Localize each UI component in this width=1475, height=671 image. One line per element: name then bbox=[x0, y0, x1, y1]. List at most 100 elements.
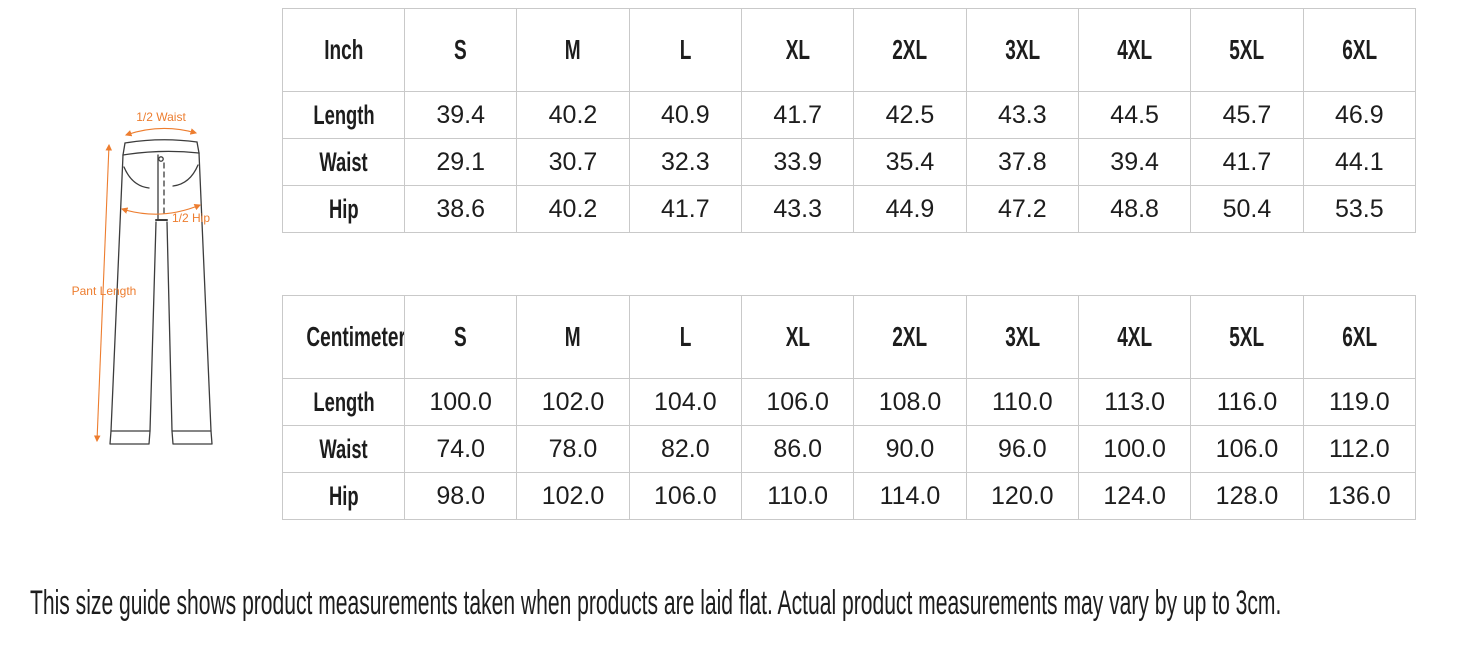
size-value-cell: 33.9 bbox=[740, 138, 855, 186]
size-value-cell: 82.0 bbox=[628, 425, 742, 473]
size-value-cell: 50.4 bbox=[1190, 185, 1304, 233]
left-pocket-curve bbox=[123, 166, 150, 189]
centimeter-size-table: Centimeter S M L XL 2XL 3XL 4XL 5XL 6XL … bbox=[282, 295, 1417, 520]
size-value-cell: 41.7 bbox=[628, 185, 742, 233]
row-label: Hip bbox=[282, 472, 405, 520]
centimeter-header-row: Centimeter S M L XL 2XL 3XL 4XL 5XL 6XL bbox=[282, 295, 1417, 379]
waist-arrow-icon bbox=[124, 127, 198, 137]
size-guide-note: This size guide shows product measuremen… bbox=[30, 584, 1282, 622]
size-value-cell: 108.0 bbox=[853, 378, 967, 426]
size-value-cell: 86.0 bbox=[740, 425, 855, 473]
size-value-cell: 42.5 bbox=[853, 91, 967, 139]
row-label: Length bbox=[282, 91, 405, 139]
size-value-cell: 116.0 bbox=[1190, 378, 1304, 426]
size-value-cell: 41.7 bbox=[1190, 138, 1304, 186]
size-value-cell: 110.0 bbox=[740, 472, 855, 520]
size-value-cell: 113.0 bbox=[1077, 378, 1192, 426]
size-value-cell: 106.0 bbox=[628, 472, 742, 520]
size-value-cell: 47.2 bbox=[965, 185, 1079, 233]
size-value-cell: 40.2 bbox=[516, 185, 630, 233]
size-header-5xl: 5XL bbox=[1190, 295, 1304, 379]
pants-diagram-svg: 1/2 Waist 1/2 Hip Pant Length bbox=[72, 110, 213, 445]
size-value-cell: 38.6 bbox=[403, 185, 518, 233]
size-value-cell: 100.0 bbox=[1077, 425, 1192, 473]
row-label: Waist bbox=[282, 138, 405, 186]
size-value-cell: 106.0 bbox=[1190, 425, 1304, 473]
size-header-l: L bbox=[628, 295, 742, 379]
size-value-cell: 98.0 bbox=[403, 472, 518, 520]
size-value-cell: 106.0 bbox=[740, 378, 855, 426]
size-header-3xl: 3XL bbox=[965, 295, 1079, 379]
size-value-cell: 41.7 bbox=[740, 91, 855, 139]
size-header-6xl: 6XL bbox=[1302, 8, 1417, 92]
right-pocket-curve bbox=[172, 164, 199, 187]
size-value-cell: 44.5 bbox=[1077, 91, 1192, 139]
right-leg bbox=[166, 152, 212, 432]
size-value-cell: 102.0 bbox=[516, 472, 630, 520]
size-value-cell: 90.0 bbox=[853, 425, 967, 473]
size-value-cell: 43.3 bbox=[740, 185, 855, 233]
table-row-hip: Hip 98.0 102.0 106.0 110.0 114.0 120.0 1… bbox=[282, 472, 1417, 520]
size-value-cell: 124.0 bbox=[1077, 472, 1192, 520]
size-value-cell: 40.9 bbox=[628, 91, 742, 139]
pant-length-label: Pant Length bbox=[72, 284, 137, 298]
size-value-cell: 45.7 bbox=[1190, 91, 1304, 139]
size-value-cell: 102.0 bbox=[516, 378, 630, 426]
table-row-waist: Waist 74.0 78.0 82.0 86.0 90.0 96.0 100.… bbox=[282, 425, 1417, 473]
size-header-s: S bbox=[403, 295, 518, 379]
unit-header-centimeter: Centimeter bbox=[282, 295, 405, 379]
size-value-cell: 39.4 bbox=[1077, 138, 1192, 186]
measurement-labels: 1/2 Waist 1/2 Hip Pant Length bbox=[72, 110, 211, 298]
size-header-xl: XL bbox=[740, 8, 855, 92]
size-header-5xl: 5XL bbox=[1190, 8, 1304, 92]
row-label: Hip bbox=[282, 185, 405, 233]
left-leg bbox=[110, 154, 157, 432]
size-value-cell: 46.9 bbox=[1302, 91, 1417, 139]
size-header-6xl: 6XL bbox=[1302, 295, 1417, 379]
waistband-top bbox=[124, 139, 198, 144]
size-value-cell: 110.0 bbox=[965, 378, 1079, 426]
size-value-cell: 30.7 bbox=[516, 138, 630, 186]
button-icon bbox=[158, 156, 164, 162]
table-row-hip: Hip 38.6 40.2 41.7 43.3 44.9 47.2 48.8 5… bbox=[282, 185, 1417, 233]
size-value-cell: 119.0 bbox=[1302, 378, 1417, 426]
inch-header-row: Inch S M L XL 2XL 3XL 4XL 5XL 6XL bbox=[282, 8, 1417, 92]
size-value-cell: 96.0 bbox=[965, 425, 1079, 473]
table-row-length: Length 100.0 102.0 104.0 106.0 108.0 110… bbox=[282, 378, 1417, 426]
size-value-cell: 44.1 bbox=[1302, 138, 1417, 186]
size-value-cell: 43.3 bbox=[965, 91, 1079, 139]
size-value-cell: 112.0 bbox=[1302, 425, 1417, 473]
pants-outline bbox=[109, 139, 213, 445]
row-label: Length bbox=[282, 378, 405, 426]
size-header-m: M bbox=[516, 295, 630, 379]
size-value-cell: 136.0 bbox=[1302, 472, 1417, 520]
size-header-s: S bbox=[403, 8, 518, 92]
length-arrow-icon bbox=[93, 143, 113, 443]
size-header-m: M bbox=[516, 8, 630, 92]
size-value-cell: 100.0 bbox=[403, 378, 518, 426]
row-label: Waist bbox=[282, 425, 405, 473]
size-header-4xl: 4XL bbox=[1077, 8, 1192, 92]
hip-arrow-icon bbox=[120, 204, 202, 215]
size-value-cell: 78.0 bbox=[516, 425, 630, 473]
size-value-cell: 128.0 bbox=[1190, 472, 1304, 520]
half-hip-label: 1/2 Hip bbox=[172, 211, 210, 225]
size-header-4xl: 4XL bbox=[1077, 295, 1192, 379]
size-header-xl: XL bbox=[740, 295, 855, 379]
size-value-cell: 40.2 bbox=[516, 91, 630, 139]
table-row-length: Length 39.4 40.2 40.9 41.7 42.5 43.3 44.… bbox=[282, 91, 1417, 139]
size-value-cell: 48.8 bbox=[1077, 185, 1192, 233]
size-value-cell: 32.3 bbox=[628, 138, 742, 186]
size-value-cell: 37.8 bbox=[965, 138, 1079, 186]
waistband-bottom bbox=[122, 150, 200, 156]
left-cuff bbox=[109, 430, 151, 445]
waistband-sides bbox=[122, 141, 200, 156]
size-header-2xl: 2XL bbox=[853, 8, 967, 92]
table-row-waist: Waist 29.1 30.7 32.3 33.9 35.4 37.8 39.4… bbox=[282, 138, 1417, 186]
size-value-cell: 44.9 bbox=[853, 185, 967, 233]
right-cuff bbox=[171, 430, 213, 445]
size-value-cell: 39.4 bbox=[403, 91, 518, 139]
pants-measurement-diagram: 1/2 Waist 1/2 Hip Pant Length bbox=[60, 95, 280, 475]
size-value-cell: 120.0 bbox=[965, 472, 1079, 520]
size-value-cell: 29.1 bbox=[403, 138, 518, 186]
